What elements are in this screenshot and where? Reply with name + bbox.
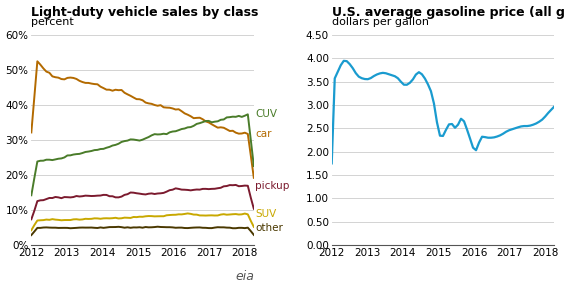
Text: other: other <box>255 223 282 233</box>
Text: pickup: pickup <box>255 181 289 191</box>
Text: SUV: SUV <box>255 209 276 219</box>
Text: percent: percent <box>31 17 74 26</box>
Text: dollars per gallon: dollars per gallon <box>332 17 429 26</box>
Text: eia: eia <box>235 270 254 283</box>
Text: CUV: CUV <box>255 109 277 119</box>
Text: U.S. average gasoline price (all grades): U.S. average gasoline price (all grades) <box>332 6 565 19</box>
Text: car: car <box>255 129 271 139</box>
Text: Light-duty vehicle sales by class: Light-duty vehicle sales by class <box>31 6 259 19</box>
